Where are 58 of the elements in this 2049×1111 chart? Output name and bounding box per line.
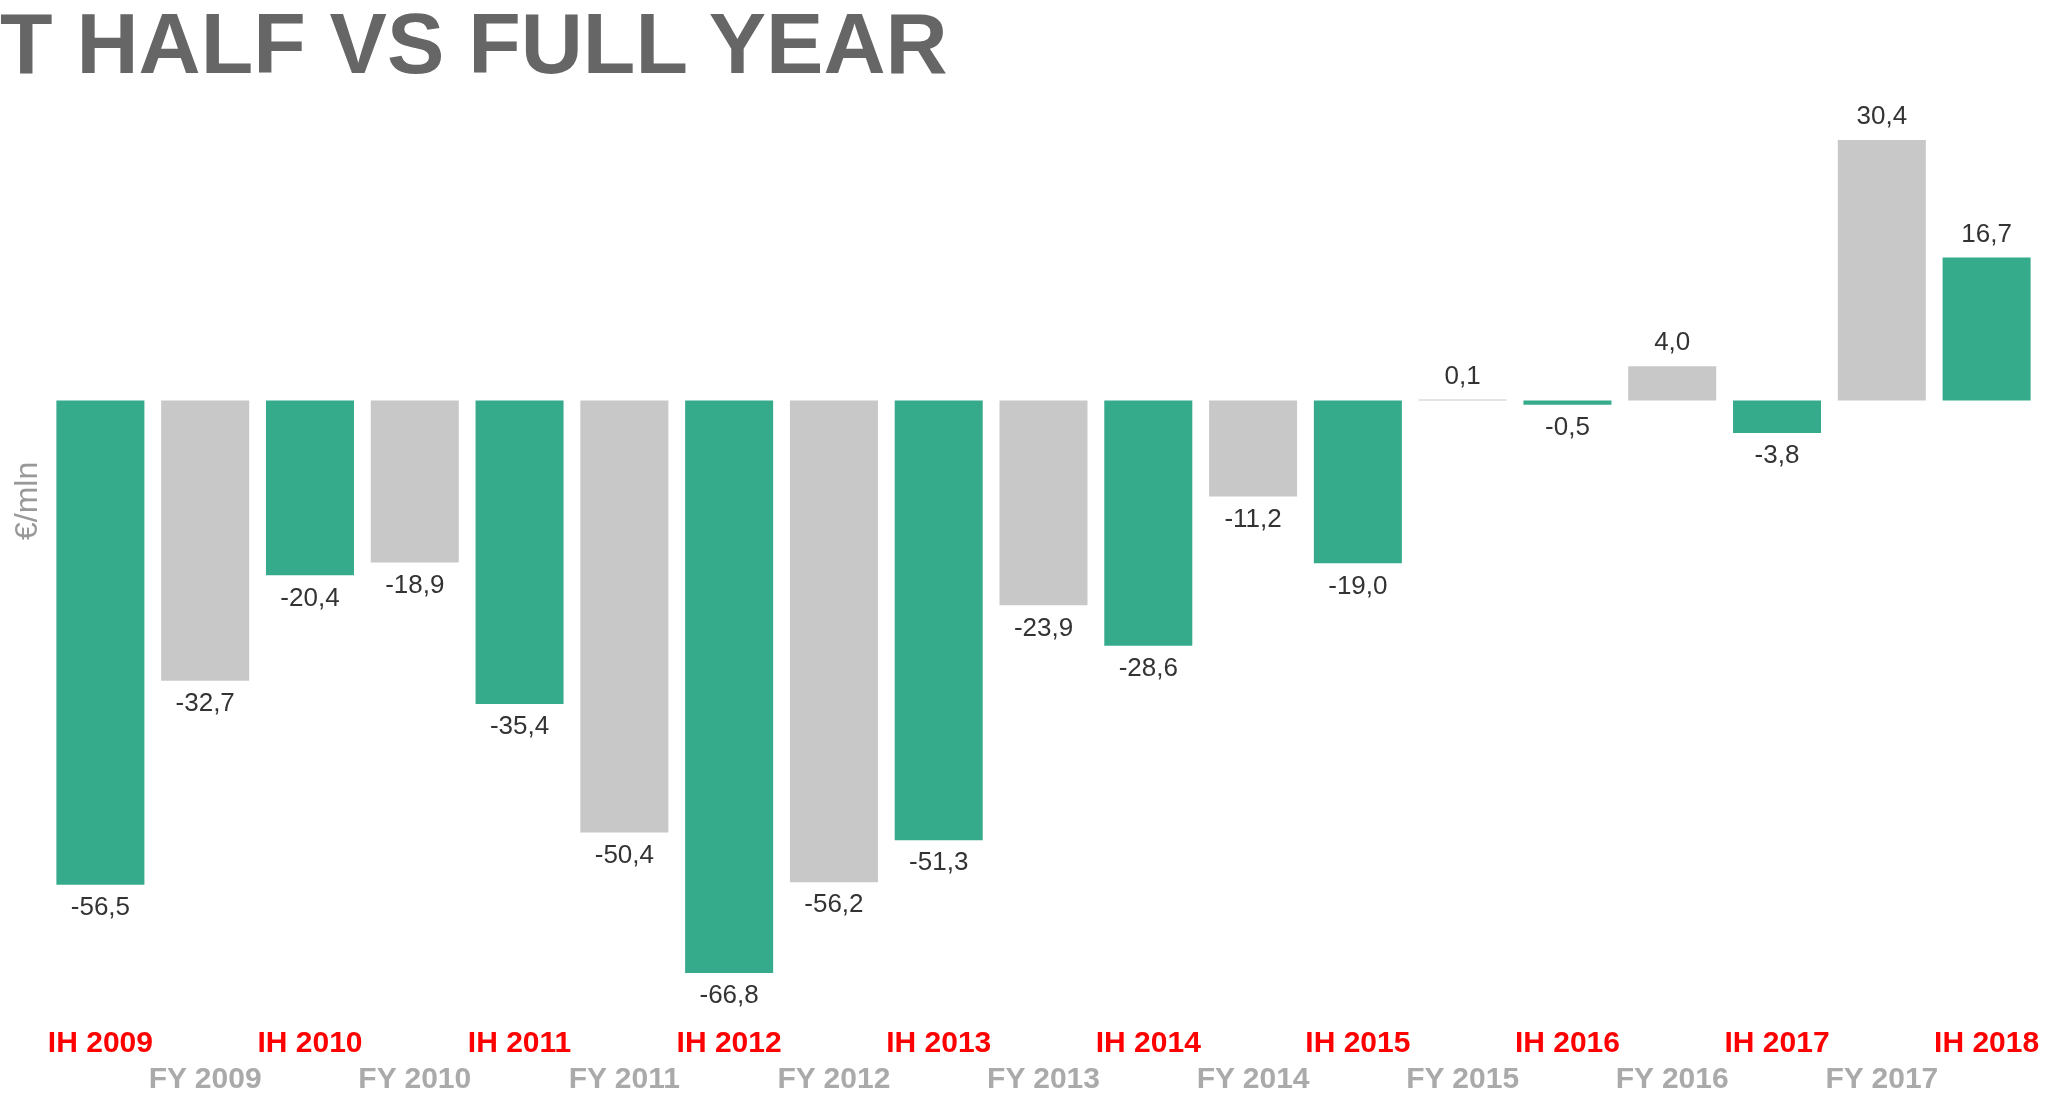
data-label: -56,5 — [70, 890, 131, 921]
x-tick-label: IH 2013 — [886, 1025, 992, 1059]
x-tick-label: FY 2012 — [777, 1061, 891, 1095]
x-tick-label: FY 2013 — [987, 1061, 1100, 1095]
x-tick-label: FY 2010 — [358, 1061, 472, 1095]
bar — [1313, 400, 1402, 564]
x-tick-label: FY 2009 — [148, 1061, 262, 1095]
data-label: -56,2 — [804, 888, 864, 919]
bar — [1104, 400, 1193, 646]
bar — [894, 400, 983, 841]
bar — [1942, 257, 2031, 401]
x-tick-label: IH 2009 — [47, 1025, 153, 1059]
x-tick-label: FY 2014 — [1196, 1061, 1310, 1095]
bar — [56, 400, 145, 885]
data-label: -35,4 — [489, 710, 550, 741]
data-label: 0,1 — [1444, 359, 1481, 390]
bar — [1628, 366, 1717, 401]
data-label: -50,4 — [594, 838, 654, 869]
data-label: 16,7 — [1961, 217, 2012, 248]
data-label: 30,4 — [1856, 100, 1908, 131]
x-tick-label: IH 2014 — [1095, 1025, 1202, 1059]
x-tick-label: IH 2012 — [676, 1025, 782, 1059]
bar — [370, 400, 459, 563]
bar — [580, 400, 669, 833]
bar — [265, 400, 354, 576]
bar — [685, 400, 774, 974]
x-tick-label: IH 2016 — [1514, 1025, 1620, 1059]
data-label: -0,5 — [1545, 410, 1590, 441]
bar — [999, 400, 1088, 606]
x-tick-label: IH 2015 — [1305, 1025, 1411, 1059]
x-tick-label: FY 2011 — [568, 1061, 680, 1095]
data-label: -11,2 — [1224, 502, 1282, 533]
data-label: -32,7 — [175, 686, 235, 717]
data-label: -3,8 — [1754, 439, 1800, 470]
data-label: 4,0 — [1654, 326, 1691, 357]
x-tick-label: IH 2010 — [257, 1025, 363, 1059]
bar — [161, 400, 250, 681]
data-label: -51,3 — [909, 846, 969, 877]
bar — [475, 400, 564, 704]
bar — [789, 400, 878, 883]
chart-title: T HALF VS FULL YEAR — [0, 0, 948, 91]
data-label: -28,6 — [1118, 651, 1178, 682]
data-label: -19,0 — [1328, 569, 1388, 600]
data-label: -18,9 — [385, 568, 445, 599]
bar — [1209, 400, 1298, 497]
x-tick-label: IH 2017 — [1724, 1025, 1830, 1059]
x-tick-label: IH 2018 — [1934, 1025, 2040, 1059]
data-label: -20,4 — [280, 581, 340, 612]
x-tick-label: FY 2017 — [1825, 1061, 1939, 1095]
y-axis-title: €/mln — [8, 461, 45, 540]
x-tick-label: FY 2016 — [1615, 1061, 1729, 1095]
bar — [1837, 139, 1926, 401]
x-tick-label: IH 2011 — [467, 1025, 572, 1059]
bar — [1733, 400, 1822, 434]
bar — [1523, 400, 1612, 405]
x-tick-label: FY 2015 — [1406, 1061, 1520, 1095]
data-label: -23,9 — [1013, 611, 1074, 642]
data-label: -66,8 — [699, 979, 759, 1010]
